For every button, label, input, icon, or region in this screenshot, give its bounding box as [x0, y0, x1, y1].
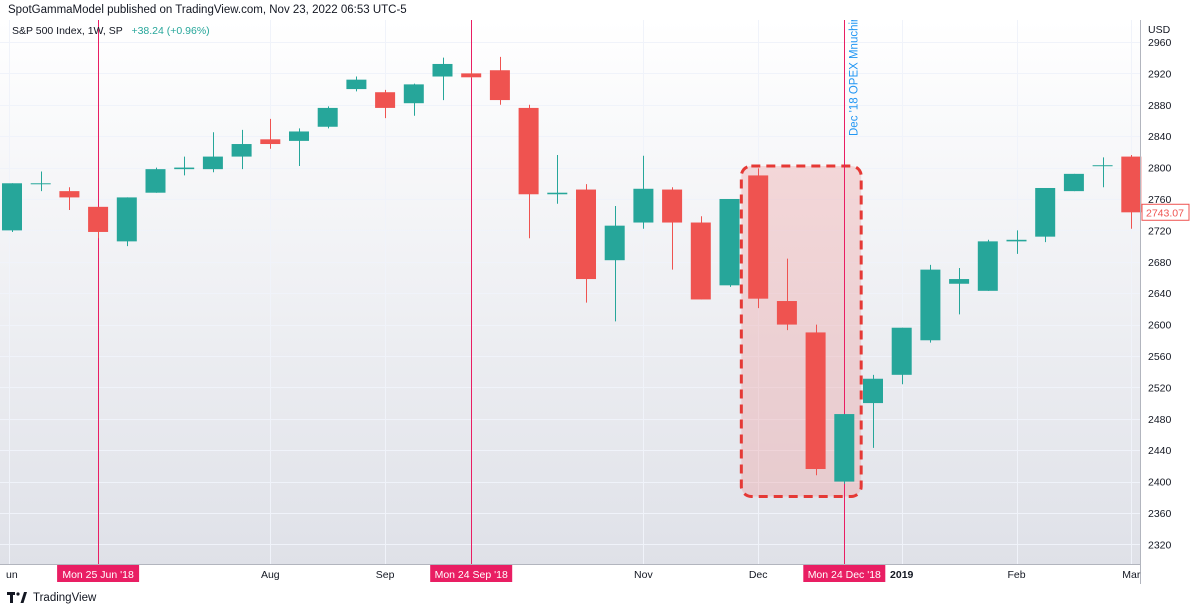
y-tick-label: 2440 [1148, 445, 1172, 457]
candle-body [662, 189, 683, 223]
candle-body [633, 188, 654, 223]
svg-text:S&P 500 Index, 1W, SP: S&P 500 Index, 1W, SP +38.24 (+0.96%) [12, 25, 210, 37]
candle-body [604, 225, 625, 261]
candle-body [1035, 187, 1056, 237]
candle-body [403, 84, 424, 104]
y-tick-label: 2760 [1148, 194, 1172, 206]
legend: S&P 500 Index, 1W, SP +38.24 (+0.96%) [12, 25, 210, 37]
candle-body [1121, 156, 1142, 213]
y-tick-label: 2960 [1148, 37, 1172, 49]
candle-body [489, 70, 510, 101]
highlight-box [739, 164, 863, 498]
x-tick-label: Mar [1122, 569, 1141, 581]
y-tick-label: 2680 [1148, 257, 1172, 269]
candle-body [1063, 173, 1084, 192]
x-highlight-badge [803, 565, 886, 582]
legend-symbol: S&P 500 Index, 1W, SP [12, 25, 123, 37]
candle-body [260, 139, 281, 145]
x-highlight-badge [430, 565, 513, 582]
candle-body [891, 327, 912, 375]
candle-body [719, 198, 740, 286]
legend-change: +38.24 (+0.96%) [131, 25, 209, 37]
candle-body [145, 169, 166, 193]
candle-body [977, 241, 998, 291]
plot-background [0, 20, 1140, 564]
candle-body [432, 63, 453, 77]
candle-body [375, 92, 396, 108]
footer-brand[interactable]: TradingView [33, 592, 97, 604]
vertical-markers: Dec '18 OPEX Mnuchin [98, 16, 861, 564]
candle-body [547, 192, 568, 195]
candle-body [461, 73, 482, 78]
tradingview-logo-icon[interactable] [7, 592, 27, 604]
x-tick-label: Mon 25 Jun '18 [62, 569, 134, 581]
highlight-region [739, 164, 863, 498]
candle-body [863, 378, 883, 404]
y-tick-label: 2840 [1148, 131, 1172, 143]
y-tick-label: 2640 [1148, 288, 1172, 300]
y-tick-label: 2320 [1148, 539, 1172, 551]
x-tick-label: un [6, 569, 18, 581]
candle-body [776, 301, 797, 325]
x-tick-label: Mon 24 Dec '18 [808, 569, 881, 581]
y-tick-label: 2600 [1148, 320, 1172, 332]
candle-body [1092, 165, 1113, 167]
candle-body [317, 107, 338, 127]
x-tick-label: Nov [634, 569, 653, 581]
x-tick-label: Feb [1007, 569, 1025, 581]
candle-body [805, 332, 826, 470]
candle-body [59, 191, 80, 198]
y-tick-label: 2480 [1148, 414, 1172, 426]
candles [2, 56, 1142, 484]
y-tick-label: 2360 [1148, 508, 1172, 520]
candle-body [518, 107, 539, 195]
candle-body [289, 131, 309, 141]
candle-body [174, 167, 195, 170]
y-tick-label: 2800 [1148, 163, 1172, 175]
y-tick-label: 2720 [1148, 225, 1172, 237]
candle-body [231, 144, 252, 157]
candle-body [748, 175, 769, 299]
candle-body [920, 269, 941, 341]
x-tick-label: Mon 24 Sep '18 [435, 569, 508, 581]
x-tick-label: Aug [261, 569, 280, 581]
y-tick-label: 2400 [1148, 477, 1172, 489]
candle-body [690, 222, 711, 300]
candle-body [834, 414, 855, 482]
time-axis-background [0, 564, 1200, 584]
y-tick-label: 2880 [1148, 100, 1172, 112]
y-axis-unit: USD [1148, 24, 1171, 36]
price-axis-background [1140, 20, 1200, 564]
x-tick-label: Sep [376, 569, 395, 581]
marker-annotation: Dec '18 OPEX Mnuchin [849, 20, 861, 136]
candle-body [1006, 239, 1027, 242]
time-axis[interactable]: un Mon 25 Jun '18 Aug Sep Mon 24 Sep '18 Nov D… [6, 565, 1141, 582]
candle-body [202, 156, 223, 170]
footer: TradingView [0, 587, 1200, 609]
x-tick-label: 2019 [890, 569, 914, 581]
last-price-badge [1141, 203, 1190, 221]
x-highlight-badge [57, 565, 140, 582]
candle-body [2, 183, 22, 231]
grid-lines [0, 20, 1140, 564]
candle-body [88, 206, 109, 232]
price-axis[interactable]: 2960 2920 2880 2840 2800 2760 2720 2680 2640 2600… [1141, 37, 1190, 551]
y-tick-label: 2920 [1148, 68, 1172, 80]
x-tick-label: Dec [749, 569, 768, 581]
y-tick-label: 2560 [1148, 351, 1172, 363]
candle-body [30, 183, 51, 185]
chart-frame[interactable]: Dec '18 OPEX Mnuchin 2960 2920 2880 2840 280… [0, 16, 1200, 584]
publisher-line: SpotGammaModel published on TradingView.… [8, 4, 407, 16]
candle-body [346, 79, 367, 90]
last-price-label: 2743.07 [1146, 207, 1184, 219]
candle-body [116, 197, 137, 242]
candle-body [949, 279, 970, 284]
y-tick-label: 2520 [1148, 382, 1172, 394]
candlestick-chart[interactable]: Dec '18 OPEX Mnuchin 2960 2920 2880 2840 280… [0, 16, 1200, 584]
candle-body [576, 189, 596, 280]
